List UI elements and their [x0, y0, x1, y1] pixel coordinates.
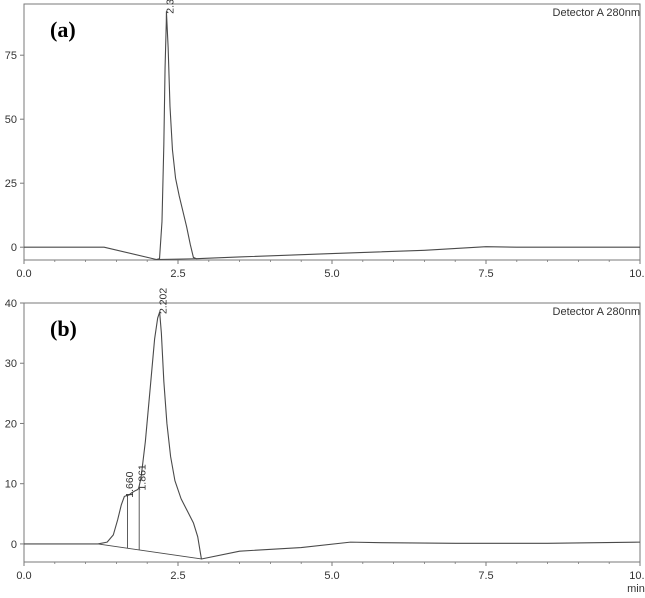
- y-tick-label: 25: [5, 178, 17, 190]
- x-tick-label: 5.0: [324, 570, 339, 582]
- peak-label: 1.861: [137, 464, 149, 490]
- panel-label: (b): [50, 316, 77, 341]
- y-tick-label: 50: [5, 114, 17, 126]
- peak-label: 2.312: [164, 0, 176, 14]
- y-tick-label: 20: [5, 418, 17, 430]
- y-tick-label: 10: [5, 479, 17, 491]
- detector-label: Detector A 280nm: [553, 7, 640, 19]
- signal-trace: [24, 311, 641, 560]
- x-tick-label: 7.5: [478, 268, 493, 280]
- x-tick-label: 5.0: [324, 268, 339, 280]
- y-tick-label: 0: [11, 539, 17, 551]
- y-tick-label: 40: [5, 298, 17, 310]
- chart-panel-b: 0 10 20 30 40 0.0 2.5 5.0 7.5 10.0min Detector A 2…: [5, 288, 645, 595]
- x-tick-label: 2.5: [170, 570, 185, 582]
- integration-baseline: [97, 543, 202, 560]
- peak-label: 2.202: [158, 288, 170, 314]
- chart-panel-a: 0 25 50 75 0.0 2.5 5.0 7.5 10.0 Detector A 280nm (…: [5, 0, 645, 280]
- x-tick-label: 2.5: [170, 268, 185, 280]
- y-tick-label: 0: [11, 242, 17, 254]
- x-tick-label: 10.0: [629, 570, 645, 582]
- x-tick-label: 0.0: [16, 570, 31, 582]
- x-tick-label: 7.5: [478, 570, 493, 582]
- y-tick-label: 75: [5, 50, 17, 62]
- integration-baseline: [156, 258, 197, 260]
- x-tick-label: 0.0: [16, 268, 31, 280]
- x-tick-label: 10.0: [629, 268, 645, 280]
- plot-frame: [23, 3, 641, 261]
- panel-label: (a): [50, 17, 76, 42]
- signal-trace: [24, 11, 640, 261]
- x-axis-unit-label: min: [627, 583, 645, 595]
- peak-label: 1.660: [124, 471, 136, 497]
- detector-label: Detector A 280nm: [553, 306, 640, 318]
- y-tick-label: 30: [5, 358, 17, 370]
